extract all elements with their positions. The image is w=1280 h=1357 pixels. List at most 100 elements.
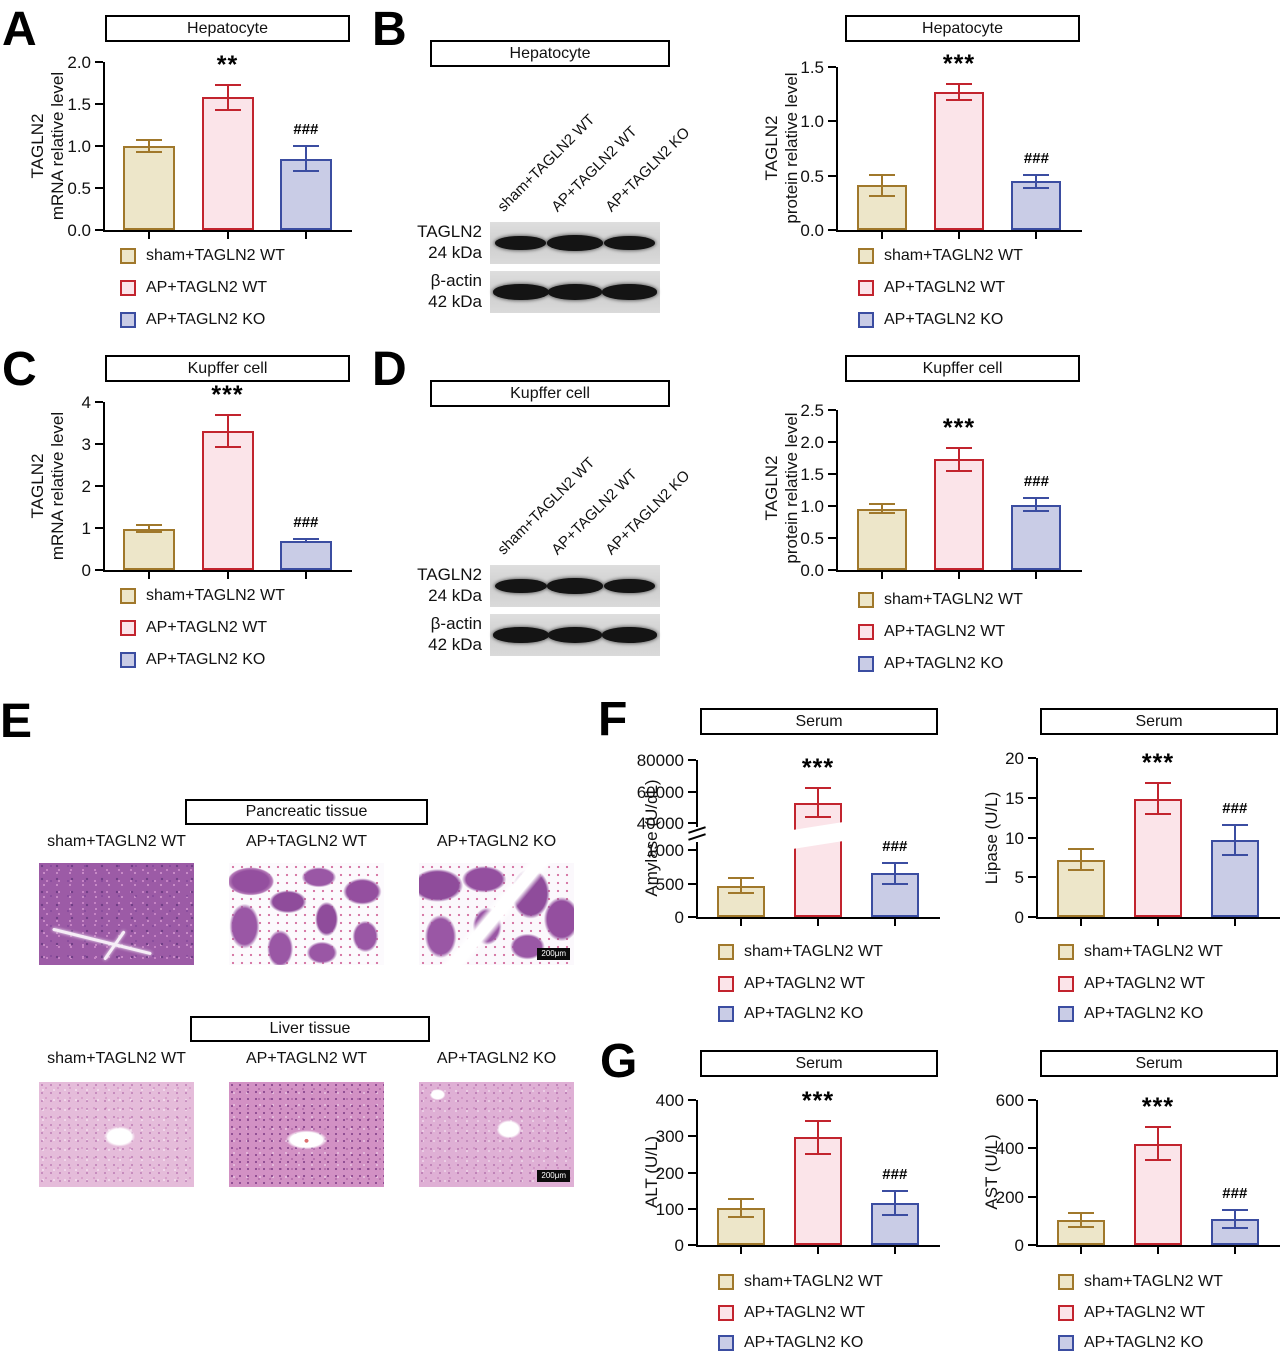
x-tick xyxy=(148,572,151,579)
error-cap-bottom xyxy=(1068,1226,1095,1229)
y-tick xyxy=(688,1244,696,1246)
bar xyxy=(794,1137,842,1245)
blot-band xyxy=(604,235,655,251)
y-tick-label: 40000 xyxy=(636,814,684,833)
x-tick xyxy=(1035,232,1038,239)
error-cap-bottom xyxy=(805,815,831,818)
error-cap-top xyxy=(1068,1211,1095,1214)
legend-swatch xyxy=(858,312,874,328)
legend-swatch xyxy=(1058,944,1074,960)
blot-band xyxy=(495,235,546,251)
chart-title-box: Serum xyxy=(700,708,938,735)
tissue-image xyxy=(229,1082,384,1187)
error-cap-top xyxy=(136,139,163,142)
tissue-group-label: sham+TAGLN2 WT xyxy=(47,1050,186,1067)
legend-label: sham+TAGLN2 WT xyxy=(744,943,883,960)
x-axis xyxy=(836,230,1082,232)
error-cap-top xyxy=(1068,848,1095,851)
y-tick-label: 80000 xyxy=(636,751,684,770)
blot-protein-label: TAGLN2 24 kDa xyxy=(417,222,482,262)
panel-letter-c: C xyxy=(2,343,37,396)
y-tick xyxy=(1028,1195,1036,1198)
y-tick-label: 1.0 xyxy=(800,497,824,516)
legend-swatch xyxy=(858,656,874,672)
y-tick-label: 0.0 xyxy=(800,221,824,240)
error-bar xyxy=(817,1121,819,1154)
y-tick-label: 1 xyxy=(81,519,91,538)
scale-bar: 200μm xyxy=(537,1170,570,1182)
significance-label: *** xyxy=(801,754,835,783)
error-bar xyxy=(1157,1127,1159,1160)
legend-label: AP+TAGLN2 WT xyxy=(884,623,1006,640)
x-axis xyxy=(696,917,940,919)
y-tick-label: 0.5 xyxy=(67,179,91,198)
error-cap-bottom xyxy=(728,891,755,894)
error-bar xyxy=(1233,1209,1236,1229)
x-tick xyxy=(1080,1247,1083,1254)
significance-label: ### xyxy=(1222,799,1248,817)
error-bar xyxy=(1035,498,1038,512)
error-bar xyxy=(740,1198,743,1218)
error-cap-bottom xyxy=(214,108,241,111)
error-bar xyxy=(958,447,960,471)
y-tick xyxy=(688,790,696,793)
error-bar xyxy=(958,84,960,100)
legend-swatch xyxy=(120,312,136,328)
bar xyxy=(1011,504,1062,570)
y-tick xyxy=(1028,916,1036,918)
y-tick xyxy=(688,822,696,824)
error-cap-bottom xyxy=(728,1216,755,1219)
panel-letter-e: E xyxy=(0,695,33,748)
bar xyxy=(794,802,842,917)
y-axis xyxy=(696,1100,698,1247)
error-bar xyxy=(1233,824,1236,855)
legend-label: AP+TAGLN2 WT xyxy=(146,619,268,636)
error-cap-bottom xyxy=(868,195,895,198)
y-tick xyxy=(1028,796,1036,799)
y-tick-label: 0 xyxy=(1014,1236,1024,1255)
error-bar xyxy=(740,878,743,893)
blot-title-box: Kupffer cell xyxy=(430,380,670,407)
legend-label: AP+TAGLN2 WT xyxy=(744,1304,866,1321)
x-tick xyxy=(958,232,960,239)
tissue-title-box: Liver tissue xyxy=(190,1016,430,1042)
error-bar xyxy=(1080,849,1083,871)
y-tick-label: 600 xyxy=(995,1091,1024,1110)
y-tick-label: 200 xyxy=(995,1187,1024,1207)
error-cap-bottom xyxy=(214,446,241,449)
error-bar xyxy=(1080,1212,1083,1228)
error-cap-top xyxy=(946,446,972,449)
panel-letter-d: D xyxy=(372,343,407,396)
bar xyxy=(1210,1219,1259,1245)
bar xyxy=(201,97,254,230)
x-axis xyxy=(103,230,352,232)
legend-swatch xyxy=(1058,1006,1074,1022)
blot-band xyxy=(547,284,603,300)
legend-swatch xyxy=(718,976,734,992)
error-bar xyxy=(817,788,819,817)
error-cap-bottom xyxy=(1145,1158,1171,1161)
y-tick-label: 0.0 xyxy=(67,221,91,240)
error-bar xyxy=(893,1191,896,1215)
y-tick-label: 20 xyxy=(1005,749,1024,768)
error-bar xyxy=(148,140,151,152)
significance-label: *** xyxy=(1141,1093,1175,1122)
legend-swatch xyxy=(120,652,136,668)
tissue-image xyxy=(229,863,384,965)
x-tick xyxy=(226,572,229,579)
significance-label: ** xyxy=(216,50,239,79)
chart-title-box: Hepatocyte xyxy=(105,15,350,42)
legend-label: sham+TAGLN2 WT xyxy=(884,591,1023,608)
legend-label: AP+TAGLN2 KO xyxy=(884,311,1004,328)
significance-label: ### xyxy=(1023,149,1049,167)
y-tick-label: 200 xyxy=(655,1163,684,1183)
x-tick xyxy=(880,572,883,579)
legend-swatch xyxy=(120,588,136,604)
error-bar xyxy=(1035,174,1038,188)
bar xyxy=(279,540,332,570)
significance-label: ### xyxy=(1222,1184,1248,1202)
y-tick-label: 0.0 xyxy=(800,561,824,580)
error-cap-top xyxy=(214,414,241,417)
bar xyxy=(934,91,984,230)
y-axis-lower xyxy=(696,842,698,919)
